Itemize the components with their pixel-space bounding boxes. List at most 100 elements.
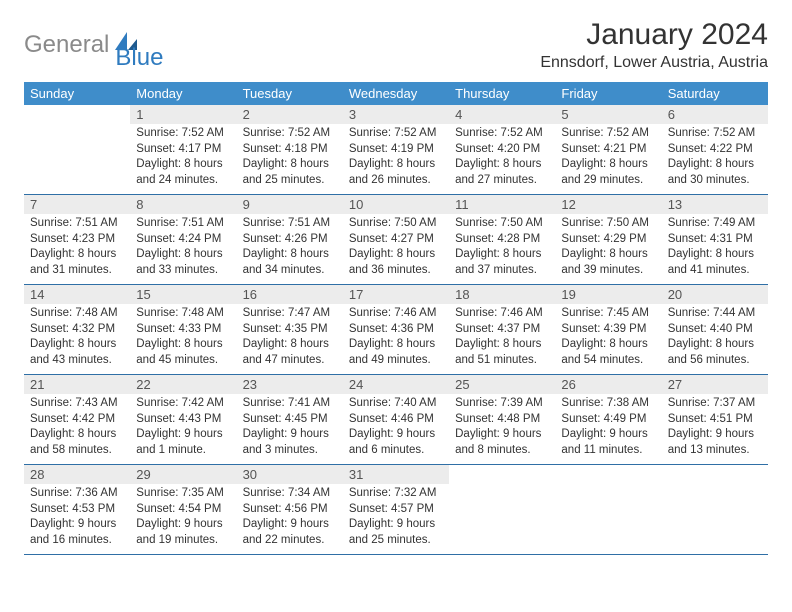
day-body: [24, 109, 130, 171]
day-cell: 24Sunrise: 7:40 AMSunset: 4:46 PMDayligh…: [343, 375, 449, 465]
day-cell: 23Sunrise: 7:41 AMSunset: 4:45 PMDayligh…: [237, 375, 343, 465]
day-cell: [24, 105, 130, 195]
day-cell: 30Sunrise: 7:34 AMSunset: 4:56 PMDayligh…: [237, 465, 343, 555]
day-number: 21: [24, 375, 130, 394]
day-body: [555, 469, 661, 531]
day-number: 11: [449, 195, 555, 214]
day-line: Sunset: 4:18 PM: [243, 142, 337, 158]
day-line: Sunrise: 7:52 AM: [243, 126, 337, 142]
dow-tuesday: Tuesday: [237, 82, 343, 105]
day-number: 27: [662, 375, 768, 394]
day-number: 12: [555, 195, 661, 214]
day-number: 9: [237, 195, 343, 214]
day-line: Sunset: 4:43 PM: [136, 412, 230, 428]
dow-wednesday: Wednesday: [343, 82, 449, 105]
day-line: Sunset: 4:53 PM: [30, 502, 124, 518]
day-line: Daylight: 8 hours and 30 minutes.: [668, 157, 762, 188]
day-line: Sunrise: 7:39 AM: [455, 396, 549, 412]
day-number: 18: [449, 285, 555, 304]
day-body: Sunrise: 7:38 AMSunset: 4:49 PMDaylight:…: [555, 394, 661, 464]
day-line: Daylight: 8 hours and 27 minutes.: [455, 157, 549, 188]
day-line: Sunrise: 7:51 AM: [136, 216, 230, 232]
day-body: Sunrise: 7:47 AMSunset: 4:35 PMDaylight:…: [237, 304, 343, 374]
day-line: Sunrise: 7:50 AM: [561, 216, 655, 232]
day-body: Sunrise: 7:50 AMSunset: 4:27 PMDaylight:…: [343, 214, 449, 284]
day-number: 29: [130, 465, 236, 484]
day-line: Sunrise: 7:52 AM: [668, 126, 762, 142]
day-line: Daylight: 8 hours and 25 minutes.: [243, 157, 337, 188]
day-cell: [662, 465, 768, 555]
day-cell: 27Sunrise: 7:37 AMSunset: 4:51 PMDayligh…: [662, 375, 768, 465]
day-line: Sunrise: 7:35 AM: [136, 486, 230, 502]
day-line: Sunrise: 7:46 AM: [349, 306, 443, 322]
day-line: Daylight: 8 hours and 37 minutes.: [455, 247, 549, 278]
day-line: Daylight: 8 hours and 54 minutes.: [561, 337, 655, 368]
day-cell: [449, 465, 555, 555]
day-number: 6: [662, 105, 768, 124]
day-cell: 25Sunrise: 7:39 AMSunset: 4:48 PMDayligh…: [449, 375, 555, 465]
day-body: Sunrise: 7:44 AMSunset: 4:40 PMDaylight:…: [662, 304, 768, 374]
day-line: Daylight: 9 hours and 8 minutes.: [455, 427, 549, 458]
day-line: Daylight: 8 hours and 45 minutes.: [136, 337, 230, 368]
day-body: Sunrise: 7:45 AMSunset: 4:39 PMDaylight:…: [555, 304, 661, 374]
dow-row: Sunday Monday Tuesday Wednesday Thursday…: [24, 82, 768, 105]
day-line: Sunrise: 7:32 AM: [349, 486, 443, 502]
day-body: [449, 469, 555, 531]
day-number: 1: [130, 105, 236, 124]
day-line: Sunset: 4:20 PM: [455, 142, 549, 158]
day-body: Sunrise: 7:35 AMSunset: 4:54 PMDaylight:…: [130, 484, 236, 554]
day-body: Sunrise: 7:50 AMSunset: 4:28 PMDaylight:…: [449, 214, 555, 284]
day-body: Sunrise: 7:52 AMSunset: 4:21 PMDaylight:…: [555, 124, 661, 194]
day-line: Daylight: 8 hours and 34 minutes.: [243, 247, 337, 278]
day-cell: 28Sunrise: 7:36 AMSunset: 4:53 PMDayligh…: [24, 465, 130, 555]
week-row: 14Sunrise: 7:48 AMSunset: 4:32 PMDayligh…: [24, 285, 768, 375]
day-cell: 13Sunrise: 7:49 AMSunset: 4:31 PMDayligh…: [662, 195, 768, 285]
day-line: Sunrise: 7:40 AM: [349, 396, 443, 412]
day-line: Sunrise: 7:42 AM: [136, 396, 230, 412]
day-body: Sunrise: 7:40 AMSunset: 4:46 PMDaylight:…: [343, 394, 449, 464]
week-row: 21Sunrise: 7:43 AMSunset: 4:42 PMDayligh…: [24, 375, 768, 465]
day-line: Daylight: 9 hours and 6 minutes.: [349, 427, 443, 458]
day-line: Sunrise: 7:52 AM: [561, 126, 655, 142]
day-body: Sunrise: 7:39 AMSunset: 4:48 PMDaylight:…: [449, 394, 555, 464]
day-line: Daylight: 8 hours and 56 minutes.: [668, 337, 762, 368]
day-line: Daylight: 8 hours and 49 minutes.: [349, 337, 443, 368]
title-block: January 2024 Ennsdorf, Lower Austria, Au…: [540, 18, 768, 72]
logo-text-gray: General: [24, 31, 109, 59]
day-line: Sunset: 4:19 PM: [349, 142, 443, 158]
day-body: Sunrise: 7:48 AMSunset: 4:32 PMDaylight:…: [24, 304, 130, 374]
day-line: Daylight: 9 hours and 3 minutes.: [243, 427, 337, 458]
day-line: Sunset: 4:57 PM: [349, 502, 443, 518]
day-line: Daylight: 9 hours and 13 minutes.: [668, 427, 762, 458]
day-cell: 10Sunrise: 7:50 AMSunset: 4:27 PMDayligh…: [343, 195, 449, 285]
day-line: Daylight: 8 hours and 39 minutes.: [561, 247, 655, 278]
day-line: Sunset: 4:32 PM: [30, 322, 124, 338]
day-line: Sunset: 4:40 PM: [668, 322, 762, 338]
day-line: Sunset: 4:27 PM: [349, 232, 443, 248]
day-line: Sunset: 4:48 PM: [455, 412, 549, 428]
day-line: Sunset: 4:29 PM: [561, 232, 655, 248]
day-cell: 20Sunrise: 7:44 AMSunset: 4:40 PMDayligh…: [662, 285, 768, 375]
day-number: 5: [555, 105, 661, 124]
day-body: Sunrise: 7:42 AMSunset: 4:43 PMDaylight:…: [130, 394, 236, 464]
day-line: Daylight: 9 hours and 1 minute.: [136, 427, 230, 458]
day-number: 25: [449, 375, 555, 394]
day-number: 31: [343, 465, 449, 484]
day-number: 23: [237, 375, 343, 394]
day-body: Sunrise: 7:41 AMSunset: 4:45 PMDaylight:…: [237, 394, 343, 464]
week-row: 1Sunrise: 7:52 AMSunset: 4:17 PMDaylight…: [24, 105, 768, 195]
day-number: 17: [343, 285, 449, 304]
day-number: 19: [555, 285, 661, 304]
day-line: Sunset: 4:39 PM: [561, 322, 655, 338]
location: Ennsdorf, Lower Austria, Austria: [540, 54, 768, 72]
day-cell: 16Sunrise: 7:47 AMSunset: 4:35 PMDayligh…: [237, 285, 343, 375]
day-line: Sunrise: 7:51 AM: [243, 216, 337, 232]
day-cell: 11Sunrise: 7:50 AMSunset: 4:28 PMDayligh…: [449, 195, 555, 285]
day-line: Sunrise: 7:50 AM: [455, 216, 549, 232]
day-body: Sunrise: 7:37 AMSunset: 4:51 PMDaylight:…: [662, 394, 768, 464]
day-body: Sunrise: 7:52 AMSunset: 4:18 PMDaylight:…: [237, 124, 343, 194]
day-line: Sunset: 4:26 PM: [243, 232, 337, 248]
day-body: Sunrise: 7:46 AMSunset: 4:37 PMDaylight:…: [449, 304, 555, 374]
day-line: Daylight: 8 hours and 58 minutes.: [30, 427, 124, 458]
day-line: Sunrise: 7:52 AM: [349, 126, 443, 142]
